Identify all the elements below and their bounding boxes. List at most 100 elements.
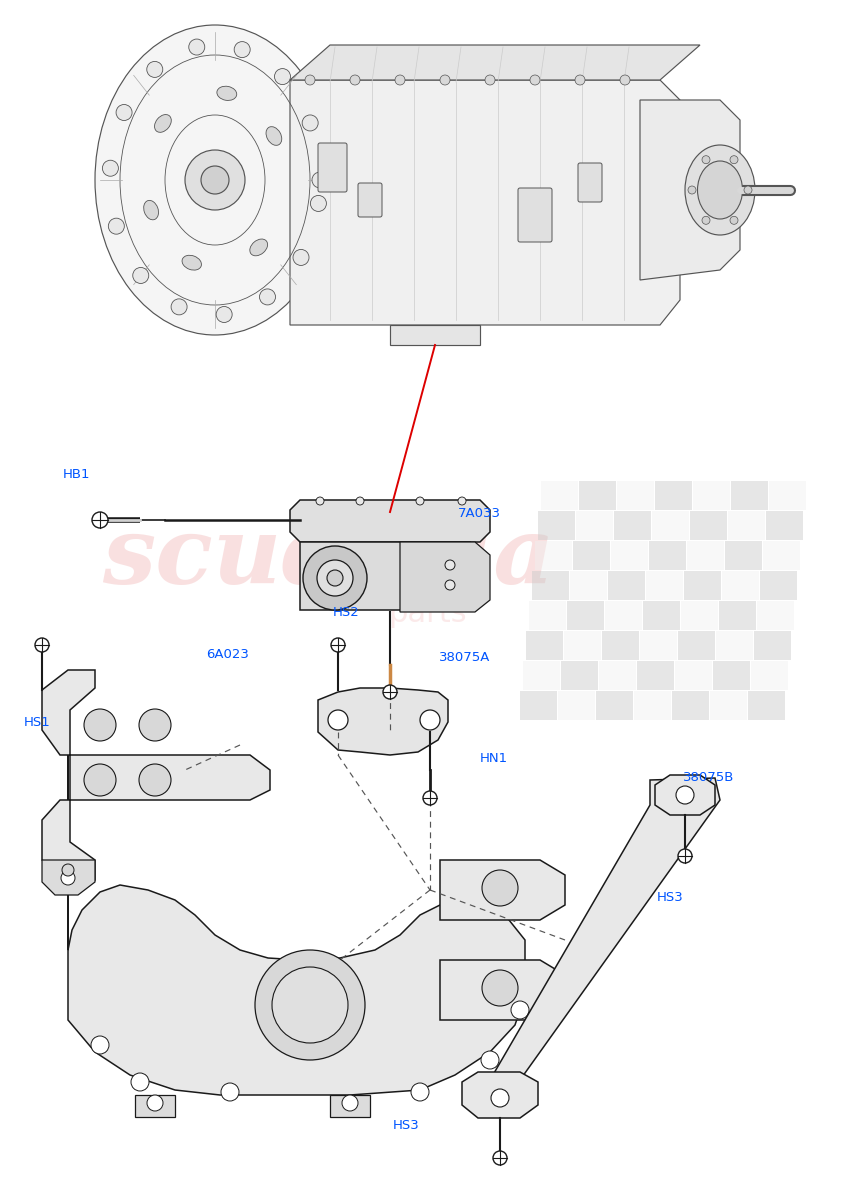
Circle shape <box>416 497 424 505</box>
FancyBboxPatch shape <box>318 143 347 192</box>
Circle shape <box>133 268 149 283</box>
Text: HB1: HB1 <box>63 468 91 480</box>
Bar <box>693 481 730 510</box>
Bar <box>655 481 692 510</box>
Circle shape <box>511 1001 529 1019</box>
Polygon shape <box>400 542 490 612</box>
Circle shape <box>116 104 132 120</box>
Bar <box>561 661 598 690</box>
Bar <box>763 541 800 570</box>
Bar <box>722 571 759 600</box>
Bar <box>748 691 785 720</box>
Polygon shape <box>318 688 448 755</box>
Circle shape <box>350 74 360 85</box>
Text: parts: parts <box>388 599 467 628</box>
Bar <box>690 511 727 540</box>
Circle shape <box>678 850 692 863</box>
Circle shape <box>188 40 205 55</box>
Bar <box>576 511 613 540</box>
FancyBboxPatch shape <box>358 182 382 217</box>
Circle shape <box>688 186 696 194</box>
Polygon shape <box>42 860 95 895</box>
Bar <box>731 481 768 510</box>
Circle shape <box>440 74 450 85</box>
Bar <box>687 541 724 570</box>
Bar <box>520 691 557 720</box>
Bar <box>538 511 575 540</box>
Circle shape <box>259 289 276 305</box>
Circle shape <box>84 709 116 740</box>
Ellipse shape <box>250 239 268 256</box>
Circle shape <box>702 156 710 163</box>
Circle shape <box>84 764 116 796</box>
Polygon shape <box>440 860 565 920</box>
Bar <box>573 541 610 570</box>
Circle shape <box>275 68 290 84</box>
Circle shape <box>328 710 348 730</box>
Polygon shape <box>440 960 565 1020</box>
Circle shape <box>316 497 324 505</box>
Circle shape <box>234 42 251 58</box>
Circle shape <box>61 871 75 886</box>
Bar <box>535 541 572 570</box>
FancyBboxPatch shape <box>135 1094 175 1117</box>
Circle shape <box>92 512 108 528</box>
Polygon shape <box>640 100 740 280</box>
Bar <box>526 631 563 660</box>
Circle shape <box>221 1082 239 1102</box>
Polygon shape <box>290 500 490 542</box>
Circle shape <box>312 172 328 188</box>
Bar <box>728 511 765 540</box>
Circle shape <box>420 710 440 730</box>
FancyBboxPatch shape <box>578 163 602 202</box>
Circle shape <box>458 497 466 505</box>
Circle shape <box>383 685 397 698</box>
Bar <box>684 571 721 600</box>
Bar <box>532 571 569 600</box>
Ellipse shape <box>685 145 755 235</box>
Bar <box>754 631 791 660</box>
Polygon shape <box>300 542 470 610</box>
Bar <box>637 661 674 690</box>
Bar <box>617 481 654 510</box>
Bar <box>751 661 788 690</box>
Circle shape <box>35 638 49 652</box>
Circle shape <box>147 1094 163 1111</box>
Bar <box>602 631 639 660</box>
Circle shape <box>575 74 585 85</box>
Bar <box>596 691 633 720</box>
Circle shape <box>62 864 74 876</box>
Circle shape <box>395 74 405 85</box>
Text: HN1: HN1 <box>480 752 508 764</box>
Circle shape <box>103 161 118 176</box>
Text: HS1: HS1 <box>24 716 51 728</box>
Bar <box>529 601 566 630</box>
Ellipse shape <box>95 25 335 335</box>
Circle shape <box>331 638 345 652</box>
Text: scuderia: scuderia <box>102 514 555 602</box>
Circle shape <box>485 74 495 85</box>
Bar <box>634 691 671 720</box>
Bar <box>640 631 677 660</box>
Circle shape <box>327 570 343 586</box>
Polygon shape <box>290 80 680 325</box>
Bar <box>649 541 686 570</box>
Circle shape <box>491 1090 509 1106</box>
Bar <box>766 511 803 540</box>
FancyBboxPatch shape <box>518 188 552 242</box>
Polygon shape <box>390 325 480 346</box>
Bar <box>681 601 718 630</box>
Circle shape <box>620 74 630 85</box>
Bar <box>570 571 607 600</box>
Circle shape <box>744 186 752 194</box>
Circle shape <box>139 764 171 796</box>
Circle shape <box>302 115 318 131</box>
Circle shape <box>216 306 232 323</box>
Bar <box>541 481 578 510</box>
Circle shape <box>108 218 124 234</box>
Text: 38075A: 38075A <box>439 652 490 664</box>
Ellipse shape <box>155 114 171 132</box>
Circle shape <box>272 967 348 1043</box>
Bar <box>769 481 806 510</box>
Circle shape <box>530 74 540 85</box>
